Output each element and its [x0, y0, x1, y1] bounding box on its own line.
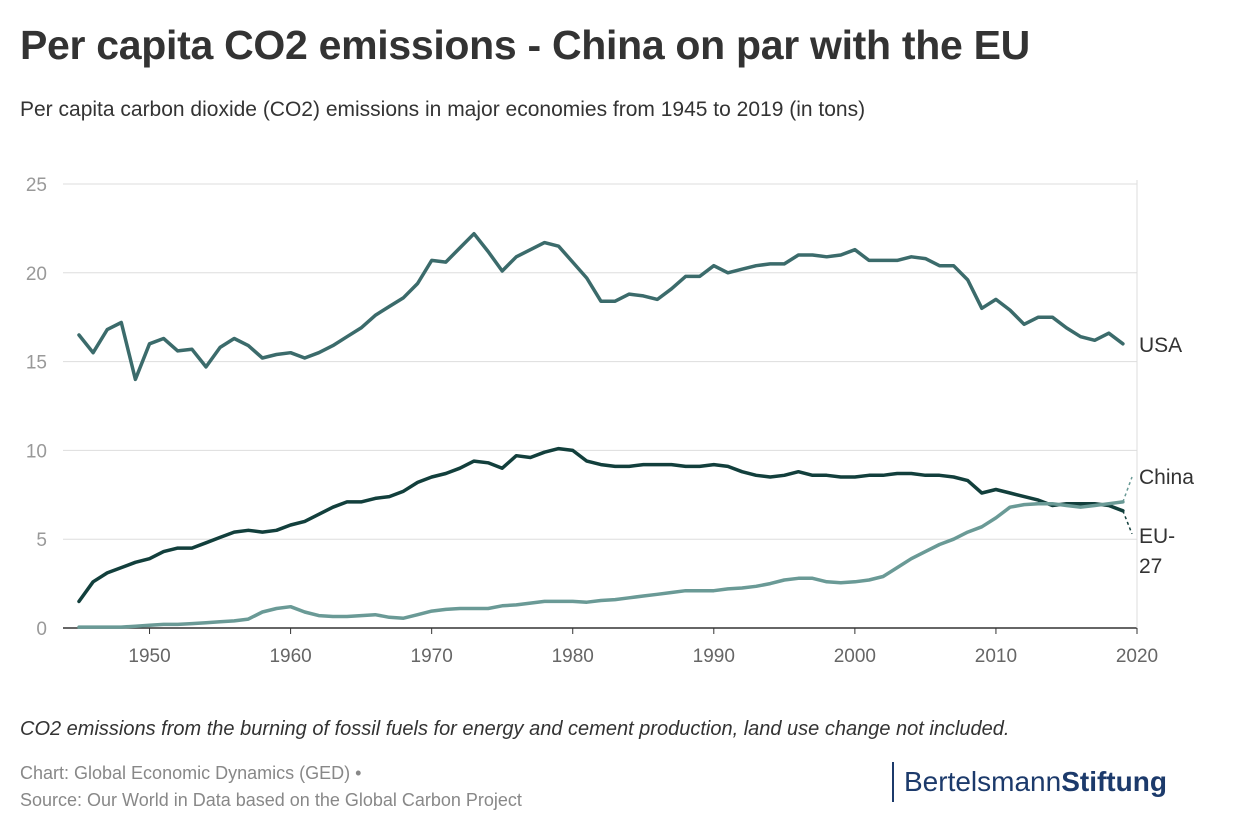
series-lines: [77, 231, 1125, 629]
series-label: EU-: [1139, 525, 1175, 548]
source-line: Source: Our World in Data based on the G…: [20, 790, 522, 810]
credit-line: Chart: Global Economic Dynamics (GED) •: [20, 763, 362, 783]
label-connector: [1122, 476, 1133, 503]
series-label: 27: [1139, 555, 1162, 578]
series-line-usa: [77, 231, 1125, 382]
y-tick-label: 5: [36, 530, 47, 551]
x-tick-label: 1990: [693, 646, 735, 667]
y-tick-label: 10: [26, 441, 47, 462]
chart-note: CO2 emissions from the burning of fossil…: [20, 718, 1010, 740]
y-tick-label: 0: [36, 619, 47, 640]
y-axis-ticks: 0 5 10 15 20 25: [26, 175, 47, 640]
chart-subtitle: Per capita carbon dioxide (CO2) emission…: [20, 98, 866, 121]
brand-name-part2: Stiftung: [1061, 766, 1167, 797]
brand-name-part1: Bertelsmann: [904, 766, 1062, 797]
x-tick-label: 1950: [128, 646, 170, 667]
label-connector: [1122, 510, 1133, 535]
series-line-eu-27: [77, 446, 1125, 604]
brand-logo: BertelsmannStiftung: [892, 762, 1167, 802]
x-tick-label: 1970: [411, 646, 453, 667]
chart-title: Per capita CO2 emissions - China on par …: [20, 22, 1030, 68]
x-tick-label: 1980: [552, 646, 594, 667]
x-tick-label: 2020: [1116, 646, 1158, 667]
line-chart: 0 5 10 15 20 25 1950 1960 1970 1980 1990 2000 2010 2…: [26, 175, 1194, 667]
x-tick-label: 2010: [975, 646, 1017, 667]
x-tick-label: 2000: [834, 646, 876, 667]
series-labels: USA EU- 27 China: [1122, 334, 1194, 578]
y-tick-label: 20: [26, 264, 47, 285]
x-axis-ticks: 1950 1960 1970 1980 1990 2000 2010 2020: [128, 628, 1158, 667]
series-label: China: [1139, 466, 1194, 489]
series-label: USA: [1139, 334, 1182, 357]
y-tick-label: 25: [26, 175, 47, 196]
series-line-china: [77, 500, 1125, 629]
gridlines: [63, 180, 1138, 629]
chart-credit: Chart: Global Economic Dynamics (GED) • …: [20, 760, 522, 814]
x-tick-label: 1960: [269, 646, 311, 667]
y-tick-label: 15: [26, 353, 47, 374]
